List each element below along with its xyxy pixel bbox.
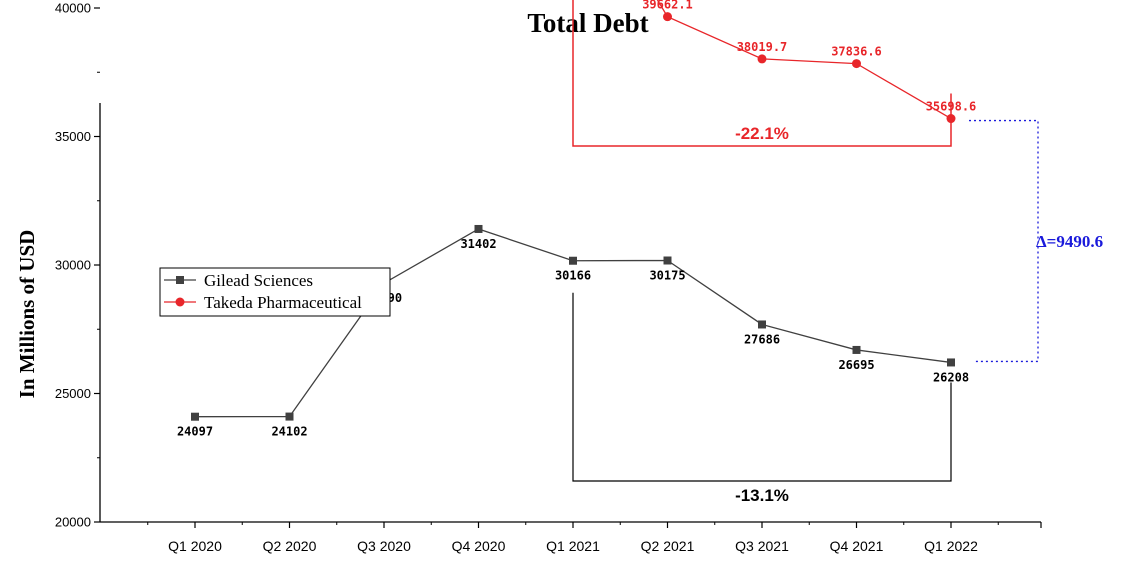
data-point xyxy=(947,358,955,367)
series-layer: 2409724102292903140230166301752768626695… xyxy=(177,0,977,439)
data-label: 24102 xyxy=(271,425,307,439)
data-label: 24097 xyxy=(177,425,213,439)
x-tick-label: Q1 2022 xyxy=(924,538,978,554)
data-label: 26695 xyxy=(838,358,874,372)
x-tick-label: Q4 2021 xyxy=(830,538,884,554)
series-takeda: 50808.450761.851045.550808.245803.639662… xyxy=(642,0,977,124)
data-label: 39662.1 xyxy=(642,0,693,12)
x-tick-label: Q3 2021 xyxy=(735,538,789,554)
annotations: -22.1% -13.1% Δ=9490.6 xyxy=(572,0,1103,505)
legend-gilead-label: Gilead Sciences xyxy=(204,271,313,290)
data-point xyxy=(663,12,672,22)
legend: Gilead Sciences Takeda Pharmaceutical xyxy=(159,267,391,317)
legend-gilead-marker xyxy=(176,276,184,284)
data-point xyxy=(852,345,861,354)
axes: 20000250003000035000400004500050000Q1 20… xyxy=(55,1,1042,554)
y-tick-label: 20000 xyxy=(55,515,91,530)
x-tick-label: Q2 2020 xyxy=(263,538,317,554)
y-axis-label: In Millions of USD xyxy=(15,230,39,399)
data-point xyxy=(757,54,767,64)
legend-takeda-label: Takeda Pharmaceutical xyxy=(204,293,362,312)
x-tick-label: Q4 2020 xyxy=(452,538,506,554)
data-point xyxy=(852,59,861,69)
data-label: 27686 xyxy=(744,332,780,346)
data-label: 30166 xyxy=(555,269,591,283)
y-tick-label: 30000 xyxy=(55,258,91,273)
data-label: 35698.6 xyxy=(926,100,977,114)
data-point xyxy=(946,114,956,124)
x-tick-label: Q3 2020 xyxy=(357,538,411,554)
gilead-change-bracket xyxy=(572,292,952,482)
data-point xyxy=(474,224,483,233)
y-tick-label: 40000 xyxy=(55,1,91,16)
chart-title: Total Debt xyxy=(527,8,648,38)
series-line xyxy=(656,0,952,120)
data-point xyxy=(569,256,577,265)
y-tick-label: 35000 xyxy=(55,129,91,144)
takeda-change-label: -22.1% xyxy=(735,124,789,143)
x-tick-label: Q1 2021 xyxy=(546,538,600,554)
data-point xyxy=(285,412,294,421)
data-label: 38019.7 xyxy=(737,40,788,54)
gap-bracket xyxy=(969,119,1039,363)
data-point xyxy=(663,256,672,265)
series-gilead: 2409724102292903140230166301752768626695… xyxy=(177,224,969,439)
x-tick-label: Q1 2020 xyxy=(168,538,222,554)
x-tick-label: Q2 2021 xyxy=(641,538,695,554)
legend-takeda-marker xyxy=(175,297,185,307)
data-label: 30175 xyxy=(649,269,685,283)
data-label: 31402 xyxy=(460,237,496,251)
data-label: 26208 xyxy=(933,370,969,384)
y-tick-label: 25000 xyxy=(55,386,91,401)
gilead-change-label: -13.1% xyxy=(735,486,789,505)
data-point xyxy=(758,320,766,329)
data-label: 37836.6 xyxy=(831,45,882,59)
data-point xyxy=(191,412,199,421)
legend-box xyxy=(159,267,391,317)
gap-label: Δ=9490.6 xyxy=(1036,232,1103,251)
